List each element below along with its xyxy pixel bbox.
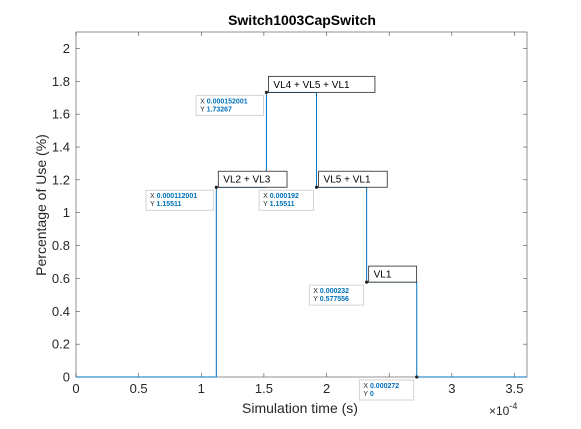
- datatip-y-text: Y 0: [363, 391, 374, 398]
- y-tick-label: 2: [63, 41, 70, 56]
- y-tick-label: 0.6: [52, 271, 70, 286]
- annotation[interactable]: VL1: [368, 265, 418, 283]
- annotation-text: VL1: [374, 270, 392, 281]
- annotation-box: [217, 170, 288, 188]
- annotation[interactable]: VL2 + VL3: [217, 170, 288, 188]
- x-tick-label: 2: [323, 381, 330, 396]
- y-tick-label: 1.8: [52, 74, 70, 89]
- y-tick-label: 1.6: [52, 107, 70, 122]
- datatip-marker: [365, 280, 369, 284]
- annotation-text: VL4 + VL5 + VL1: [273, 80, 350, 91]
- y-axis-label: Percentage of Use (%): [33, 134, 49, 276]
- datatip-box: [258, 189, 314, 211]
- y-tick-label: 0.2: [52, 337, 70, 352]
- series-line: [76, 91, 527, 378]
- datatip-y-text: Y 0.577556: [313, 296, 349, 303]
- annotations-layer: VL2 + VL3 VL4 + VL5 + VL1 VL5 + VL1 VL1: [217, 75, 418, 283]
- annotation[interactable]: VL4 + VL5 + VL1: [268, 75, 376, 93]
- datatip-x-text: X 0.000272: [363, 383, 399, 390]
- datatip-y-text: Y 1.73267: [200, 106, 232, 113]
- datatip-box: [358, 379, 415, 401]
- datatip-y-text: Y 1.15511: [150, 201, 182, 208]
- y-axis-ticks: 0 0.2 0.4 0.6 0.8 1 1.2 1.4 1.6 1.8 2: [52, 41, 527, 385]
- annotation-text: VL5 + VL1: [324, 175, 371, 186]
- annotation[interactable]: VL5 + VL1: [318, 170, 388, 188]
- series-layer: [76, 91, 527, 378]
- datatip-marker: [314, 185, 319, 189]
- datatip-y-text: Y 1.15511: [263, 201, 295, 208]
- y-tick-label: 0: [63, 370, 70, 385]
- datatip-x-text: X 0.000232: [313, 288, 349, 295]
- datatip-box: [195, 94, 264, 116]
- datatip-marker: [264, 90, 269, 94]
- y-tick-label: 0.8: [52, 238, 70, 253]
- x-tick-label: 3.5: [505, 381, 523, 396]
- y-tick-label: 1.2: [52, 172, 70, 187]
- x-tick-label: 3: [448, 381, 455, 396]
- y-tick-label: 1: [63, 205, 70, 220]
- annotation-box: [368, 265, 418, 283]
- annotation-box: [268, 75, 376, 93]
- x-tick-label: 0.5: [130, 381, 148, 396]
- x-axis-exponent: ×10-4: [489, 401, 517, 418]
- y-tick-label: 1.4: [52, 140, 70, 155]
- datatip-x-text: X 0.000112001: [150, 193, 197, 200]
- datatip-marker: [214, 185, 218, 189]
- x-tick-label: 0: [72, 381, 79, 396]
- x-tick-label: 1: [198, 381, 205, 396]
- datatip-x-text: X 0.000152001: [200, 98, 248, 105]
- annotation-box: [318, 170, 388, 188]
- datatip-box: [308, 284, 365, 306]
- datatip-box: [145, 189, 214, 211]
- annotation-text: VL2 + VL3: [223, 175, 270, 186]
- y-tick-label: 0.4: [52, 304, 70, 319]
- x-tick-label: 1.5: [255, 381, 273, 396]
- datatip-x-text: X 0.000192: [263, 193, 299, 200]
- x-axis-label: Simulation time (s): [242, 400, 358, 416]
- datatip-marker: [415, 375, 419, 379]
- chart-title: Switch1003CapSwitch: [228, 12, 376, 28]
